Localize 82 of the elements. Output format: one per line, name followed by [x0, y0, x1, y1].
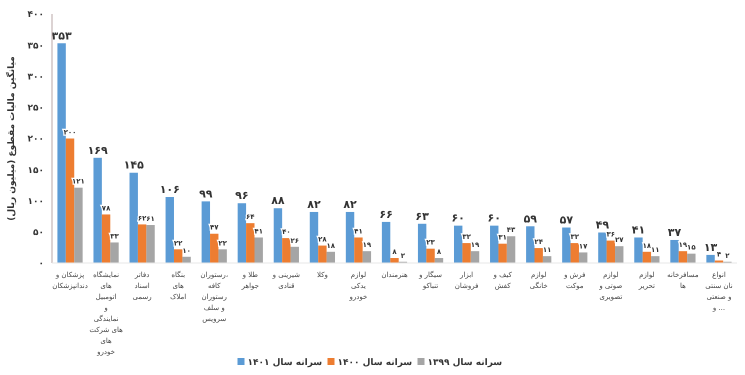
y-tick-label: ۱۵۰ [28, 166, 44, 176]
bar [138, 224, 146, 263]
y-tick-label: ۴۰۰ [28, 10, 44, 20]
bar [706, 254, 715, 263]
data-label: ۹۶ [235, 189, 249, 202]
data-label: ۶۳ [415, 210, 430, 223]
legend-label: سرانه سال ۱۴۰۱ [248, 358, 322, 368]
bar [238, 203, 246, 263]
bar [506, 236, 516, 263]
data-label: ۶۰ [488, 212, 501, 225]
bar [454, 226, 462, 263]
data-label: ۸۲ [307, 198, 321, 211]
bar [246, 223, 254, 263]
bar [634, 237, 643, 263]
bar [606, 240, 616, 263]
data-label: ۶۶ [379, 208, 393, 221]
bar [598, 232, 607, 263]
bar [310, 212, 318, 263]
bar [498, 244, 507, 263]
bar [282, 238, 291, 263]
bar [418, 224, 426, 263]
y-tick-label: ۳۵۰ [28, 41, 44, 52]
bar [74, 188, 83, 263]
bar [290, 246, 299, 263]
y-tick-label: ۲۰۰ [28, 134, 44, 145]
data-label: ۸۸ [271, 194, 285, 208]
bar [166, 197, 174, 263]
bar [570, 243, 579, 263]
bar [382, 222, 390, 263]
bar [534, 248, 543, 263]
bar [687, 254, 696, 263]
data-label: ۱۰۶ [160, 183, 180, 196]
y-tick-label: ۰ [38, 259, 44, 270]
data-label: ۸۲ [343, 198, 358, 211]
bar [110, 242, 119, 263]
data-label: ۴۱ [632, 223, 646, 236]
data-label: ۱۶۹ [88, 144, 108, 157]
data-label: ۵۹ [524, 212, 538, 226]
bar [274, 208, 282, 263]
bar [130, 172, 138, 263]
bar [354, 237, 363, 263]
bar [93, 158, 102, 263]
bar [254, 237, 263, 263]
data-label: ۱۴۵ [124, 158, 144, 172]
data-label: ۹۹ [199, 187, 213, 200]
bar [346, 212, 354, 263]
data-label: ۱۳ [704, 240, 718, 254]
bar [526, 226, 535, 263]
data-label: ۳۷ [668, 226, 682, 239]
legend-label: سرانه سال ۱۳۹۹ [428, 358, 502, 368]
bar [642, 252, 652, 263]
bar [678, 251, 688, 263]
bar [462, 243, 471, 263]
bar [102, 214, 110, 263]
bar [615, 246, 624, 263]
bar [578, 252, 588, 263]
bar [66, 138, 74, 263]
bar [562, 228, 571, 263]
bar [470, 251, 480, 263]
bar [318, 246, 327, 263]
bar [670, 240, 679, 263]
legend-label: سرانه سال ۱۴۰۰ [338, 358, 412, 368]
bar [146, 225, 155, 263]
bar [202, 201, 210, 263]
data-label: ۳۵۳ [52, 29, 72, 42]
y-tick-label: ۵۰ [33, 228, 44, 238]
bar [651, 256, 660, 263]
y-axis-title: میانگین مالیات مقطوع (میلیون ریال) [5, 56, 17, 221]
y-tick-label: ۱۰۰ [28, 196, 44, 207]
bar [210, 234, 218, 263]
bar [218, 249, 227, 263]
bar [490, 226, 498, 263]
data-label: ۶۰ [451, 212, 465, 225]
y-tick-label: ۲۵۰ [28, 104, 44, 114]
bar [362, 251, 372, 263]
data-label: ۴۹ [596, 218, 610, 232]
data-label: ۵۷ [560, 214, 574, 227]
bar [174, 249, 182, 263]
y-tick-label: ۳۰۰ [28, 72, 44, 82]
bar [426, 248, 435, 263]
bar [326, 252, 336, 263]
bar [542, 256, 552, 263]
